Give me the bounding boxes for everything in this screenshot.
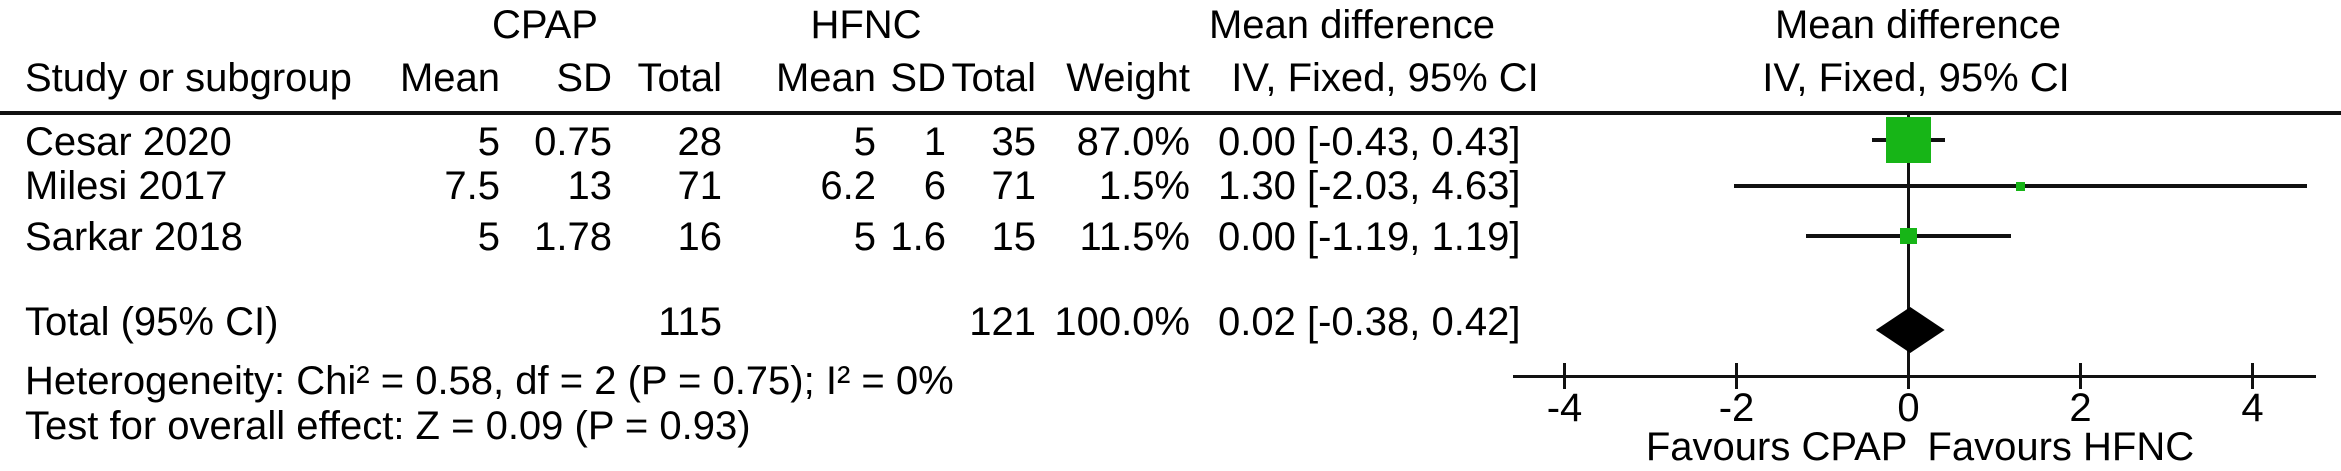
favours-left-label: Favours CPAP [1645, 425, 1908, 469]
study-column-header: Study or subgroup [25, 56, 352, 100]
hfnc-total-column-header: Total [951, 56, 1037, 100]
hfnc-sd-value: 6 [923, 164, 946, 208]
hfnc-mean-value: 5 [853, 120, 876, 164]
x-axis-tick [1907, 363, 1910, 389]
hfnc-mean-column-header: Mean [775, 56, 876, 100]
x-axis-tick-label: -4 [1546, 386, 1583, 430]
table-row: Milesi 2017 7.5 13 71 6.2 6 71 1.5% 1.30… [0, 163, 1600, 209]
hfnc-sd-value: 1 [923, 120, 946, 164]
cpap-mean-value: 7.5 [444, 164, 500, 208]
hfnc-sd-value: 1.6 [890, 215, 946, 259]
hfnc-mean-value: 5 [853, 215, 876, 259]
weight-value: 1.5% [1098, 164, 1190, 208]
ci-value: 0.00 [-0.43, 0.43] [1218, 120, 1521, 164]
cpap-total-value: 71 [677, 164, 723, 208]
cpap-sd-column-header: SD [556, 56, 612, 100]
ci-plot-column-header: IV, Fixed, 95% CI [1762, 56, 2070, 100]
x-axis-tick-label: 0 [1897, 386, 1920, 430]
total-weight: 100.0% [1054, 300, 1190, 344]
cpap-mean-column-header: Mean [399, 56, 500, 100]
mean-difference-text-group-header: Mean difference [1208, 3, 1496, 47]
table-row: Cesar 2020 5 0.75 28 5 1 35 87.0% 0.00 [… [0, 119, 1600, 165]
x-axis-tick-label: 2 [2069, 386, 2092, 430]
hfnc-sd-column-header: SD [890, 56, 946, 100]
ci-value: 0.00 [-1.19, 1.19] [1218, 215, 1521, 259]
column-header-row: Study or subgroup Mean SD Total Mean SD … [0, 55, 1600, 101]
cpap-mean-value: 5 [477, 215, 500, 259]
mean-difference-plot-group-header: Mean difference [1774, 3, 2062, 47]
total-label: Total (95% CI) [25, 300, 279, 344]
study-weight-marker [1885, 117, 1932, 163]
weight-value: 11.5% [1079, 215, 1190, 259]
cpap-sd-value: 1.78 [534, 215, 612, 259]
study-name: Milesi 2017 [25, 164, 228, 208]
zero-effect-line [1907, 115, 1910, 389]
header-separator-line [0, 111, 2341, 115]
study-name: Sarkar 2018 [25, 215, 243, 259]
cpap-sd-value: 0.75 [534, 120, 612, 164]
x-axis-tick-label: -2 [1718, 386, 1755, 430]
hfnc-group-header: HFNC [810, 3, 922, 47]
favours-right-label: Favours HFNC [1927, 425, 2195, 469]
study-weight-marker [2015, 181, 2025, 191]
x-axis-tick [1735, 363, 1738, 389]
ci-value: 1.30 [-2.03, 4.63] [1218, 164, 1521, 208]
cpap-total-column-header: Total [637, 56, 723, 100]
x-axis-tick [1563, 363, 1566, 389]
heterogeneity-stats: Heterogeneity: Chi² = 0.58, df = 2 (P = … [25, 359, 954, 403]
x-axis-tick-label: 4 [2241, 386, 2264, 430]
table-row: Sarkar 2018 5 1.78 16 5 1.6 15 11.5% 0.0… [0, 214, 1600, 260]
axis-favours-labels: Favours CPAP Favours HFNC [1600, 424, 2240, 470]
study-weight-marker [1900, 227, 1917, 245]
weight-column-header: Weight [1066, 56, 1190, 100]
ci-text-column-header: IV, Fixed, 95% CI [1231, 56, 1539, 100]
cpap-total-value: 16 [677, 215, 723, 259]
cpap-grand-total: 115 [658, 300, 722, 344]
hfnc-total-value: 35 [991, 120, 1037, 164]
cpap-mean-value: 5 [477, 120, 500, 164]
cpap-group-header: CPAP [492, 3, 598, 47]
x-axis-tick [2079, 363, 2082, 389]
hfnc-grand-total: 121 [969, 300, 1036, 344]
cpap-sd-value: 13 [567, 164, 613, 208]
cpap-total-value: 28 [677, 120, 723, 164]
weight-value: 87.0% [1076, 120, 1190, 164]
total-ci: 0.02 [-0.38, 0.42] [1218, 300, 1521, 344]
total-diamond [1875, 307, 1945, 353]
hfnc-total-value: 15 [991, 215, 1037, 259]
study-name: Cesar 2020 [25, 120, 232, 164]
total-row: Total (95% CI) 115 121 100.0% 0.02 [-0.3… [0, 299, 1600, 345]
hfnc-total-value: 71 [991, 164, 1037, 208]
overall-effect-stats: Test for overall effect: Z = 0.09 (P = 0… [25, 404, 751, 448]
hfnc-mean-value: 6.2 [820, 164, 876, 208]
x-axis-line [1513, 375, 2316, 378]
x-axis-tick [2251, 363, 2254, 389]
